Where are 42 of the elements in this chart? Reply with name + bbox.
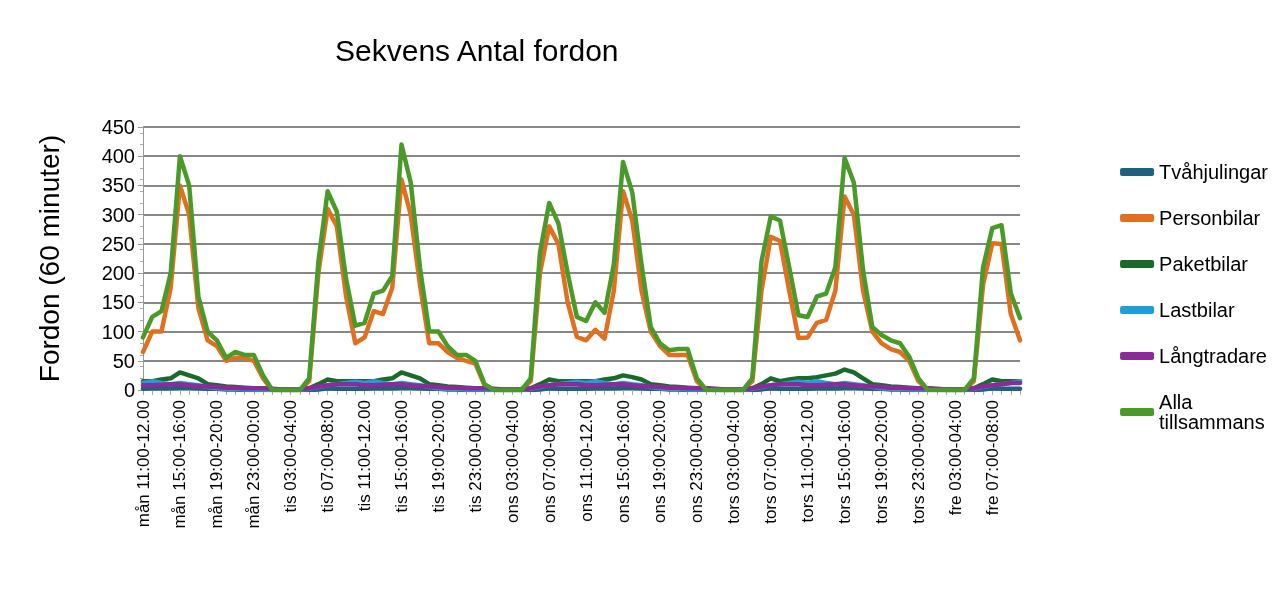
- chart-title: Sekvens Antal fordon: [335, 33, 619, 67]
- x-tick-label: tors 23:00-00:00: [908, 400, 928, 524]
- legend-label: Alla tillsammans: [1159, 391, 1265, 433]
- x-tick-label: ons 07:00-08:00: [539, 400, 559, 523]
- x-tick-label: mån 11:00-12.00: [133, 400, 153, 528]
- y-axis-title: Fordon (60 minuter): [33, 134, 65, 383]
- x-tick-label: tors 15:00-16:00: [835, 400, 855, 524]
- x-tick-label: tis 03:00-04:00: [281, 400, 301, 513]
- y-tick-label: 0: [123, 379, 135, 401]
- y-tick-label: 150: [101, 291, 135, 314]
- y-tick-label: 450: [101, 116, 135, 138]
- y-tick-label: 400: [101, 145, 135, 168]
- x-tick-label: mån 15:00-16:00: [170, 400, 190, 529]
- x-tick-label: tis 23:00-00:00: [465, 400, 485, 513]
- legend-label: Paketbilar: [1159, 253, 1249, 275]
- y-tick-label: 250: [101, 232, 135, 255]
- x-tick-label: tors 03:00-04:00: [724, 400, 744, 524]
- y-tick-label: 300: [101, 203, 135, 226]
- x-tick-label: fre 07:00-08:00: [982, 400, 1002, 516]
- legend-label: Tvåhjulingar: [1159, 161, 1269, 183]
- x-tick-label: ons 19:00-20:00: [650, 400, 670, 523]
- y-tick-label: 50: [112, 349, 135, 372]
- x-tick-label: tis 15:00-16:00: [391, 400, 411, 513]
- y-tick-label: 200: [101, 262, 135, 285]
- x-tick-label: tis 07:00-08:00: [318, 400, 338, 513]
- x-tick-label: tis 11:00-12.00: [355, 400, 375, 512]
- x-tick-label: fre 03:00-04:00: [945, 400, 965, 516]
- y-tick-label: 350: [101, 174, 135, 197]
- x-tick-label: ons 23:00-00:00: [687, 400, 707, 523]
- x-tick-label: ons 15:00-16:00: [613, 400, 633, 523]
- legend-label: Lastbilar: [1159, 299, 1235, 321]
- x-tick-label: tors 19:00-20:00: [872, 400, 892, 524]
- x-tick-label: mån 23:00-00:00: [244, 400, 264, 529]
- y-tick-label: 100: [101, 320, 135, 343]
- x-tick-label: ons 03:00-04:00: [502, 400, 522, 523]
- legend-label: Långtradare: [1159, 345, 1267, 367]
- x-tick-label: ons 11:00-12.00: [576, 400, 596, 522]
- x-tick-label: tors 07:00-08:00: [761, 400, 781, 524]
- x-tick-label: tis 19:00-20:00: [428, 400, 448, 513]
- x-tick-label: tors 11:00-12.00: [798, 400, 818, 523]
- x-tick-label: mån 19:00-20:00: [207, 400, 227, 529]
- legend-label: Personbilar: [1159, 207, 1261, 229]
